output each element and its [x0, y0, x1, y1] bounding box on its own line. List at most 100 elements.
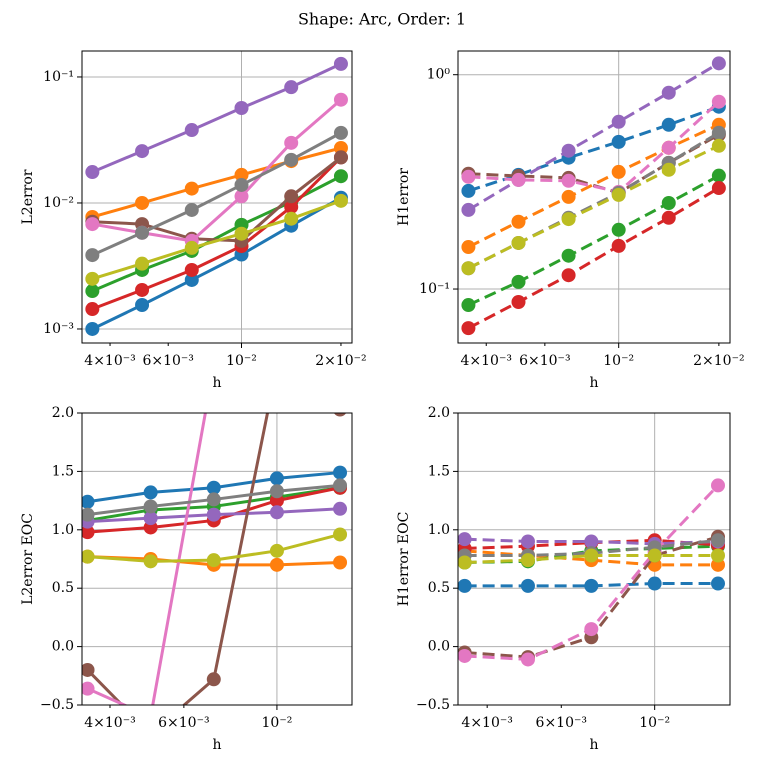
x-tick-label: 2×10⁻² — [693, 353, 744, 369]
marker — [333, 501, 348, 516]
axes-frame — [457, 412, 731, 706]
x-tick-label: 10⁻² — [639, 715, 670, 731]
marker — [520, 553, 535, 568]
series-line — [91, 196, 342, 331]
marker — [511, 235, 526, 250]
marker — [561, 268, 576, 283]
x-tick-label: 4×10⁻³ — [84, 715, 135, 731]
marker — [461, 202, 476, 217]
marker — [511, 294, 526, 309]
marker — [561, 143, 576, 158]
x-axis-label: h — [212, 375, 221, 391]
marker — [333, 413, 347, 417]
marker — [206, 492, 221, 507]
marker — [661, 140, 676, 155]
figure-title: Shape: Arc, Order: 1 — [298, 10, 466, 29]
series-line — [468, 100, 720, 194]
marker — [82, 681, 95, 696]
marker — [206, 553, 221, 568]
marker — [458, 578, 472, 593]
marker — [461, 298, 476, 313]
x-tick-label: 2×10⁻² — [315, 353, 366, 369]
marker — [333, 527, 348, 542]
x-tick-label: 10⁻² — [262, 715, 293, 731]
y-tick-label: 10⁻² — [43, 195, 74, 211]
marker — [184, 123, 199, 138]
x-tick-label: 6×10⁻³ — [536, 715, 587, 731]
marker — [584, 548, 599, 563]
marker — [520, 652, 535, 667]
marker — [82, 549, 95, 564]
marker — [206, 507, 221, 522]
marker — [135, 297, 150, 312]
marker — [284, 152, 299, 167]
marker — [333, 56, 348, 71]
marker — [85, 165, 100, 180]
marker — [284, 211, 299, 226]
marker — [234, 167, 249, 182]
x-tick-label: 10⁻² — [603, 353, 634, 369]
marker — [333, 125, 348, 140]
x-tick-label: 4×10⁻³ — [461, 353, 512, 369]
axes-frame — [81, 412, 353, 706]
marker — [333, 150, 348, 165]
x-axis-label: h — [589, 737, 598, 753]
y-tick-label: 1.5 — [52, 463, 74, 479]
marker — [143, 554, 158, 569]
y-tick-label: 10⁻¹ — [43, 69, 74, 85]
marker — [461, 240, 476, 255]
y-axis-label: H1error EOC — [396, 512, 412, 607]
marker — [661, 162, 676, 177]
series-line — [92, 98, 342, 243]
marker — [184, 202, 199, 217]
y-tick-label: 2.0 — [52, 405, 74, 421]
marker — [511, 214, 526, 229]
marker — [711, 94, 726, 109]
marker — [333, 92, 348, 107]
marker — [284, 80, 299, 95]
marker — [711, 56, 726, 71]
marker — [458, 648, 472, 663]
y-tick-label: 10⁻¹ — [419, 281, 450, 297]
marker — [184, 181, 199, 196]
marker — [234, 189, 249, 204]
x-tick-label: 6×10⁻³ — [158, 715, 209, 731]
marker — [234, 177, 249, 192]
x-axis-label: h — [589, 375, 598, 391]
marker — [611, 187, 626, 202]
marker — [611, 134, 626, 149]
marker — [458, 555, 472, 570]
marker — [269, 471, 284, 486]
marker — [461, 321, 476, 336]
marker — [184, 262, 199, 277]
marker — [561, 173, 576, 188]
marker — [143, 485, 158, 500]
y-tick-label: 0.5 — [52, 580, 74, 596]
series-line — [91, 62, 342, 174]
plot-area — [458, 478, 725, 667]
marker — [711, 125, 726, 140]
y-tick-label: 2.0 — [428, 405, 450, 421]
y-axis-label: L2error EOC — [20, 513, 36, 605]
marker — [611, 238, 626, 253]
marker — [135, 256, 150, 271]
marker — [135, 144, 150, 159]
marker — [710, 533, 725, 548]
y-tick-label: 10⁻³ — [43, 321, 74, 337]
y-tick-label: 0.5 — [428, 580, 450, 596]
marker — [661, 117, 676, 132]
marker — [461, 183, 476, 198]
marker — [269, 557, 284, 572]
marker — [269, 505, 284, 520]
marker — [85, 321, 100, 336]
y-tick-label: 1.0 — [52, 522, 74, 538]
plot-area — [82, 413, 348, 705]
marker — [333, 478, 348, 493]
plot-area — [461, 56, 726, 336]
marker — [85, 217, 100, 232]
marker — [710, 576, 725, 591]
marker — [82, 525, 95, 540]
marker — [647, 548, 662, 563]
x-tick-label: 10⁻² — [226, 353, 257, 369]
